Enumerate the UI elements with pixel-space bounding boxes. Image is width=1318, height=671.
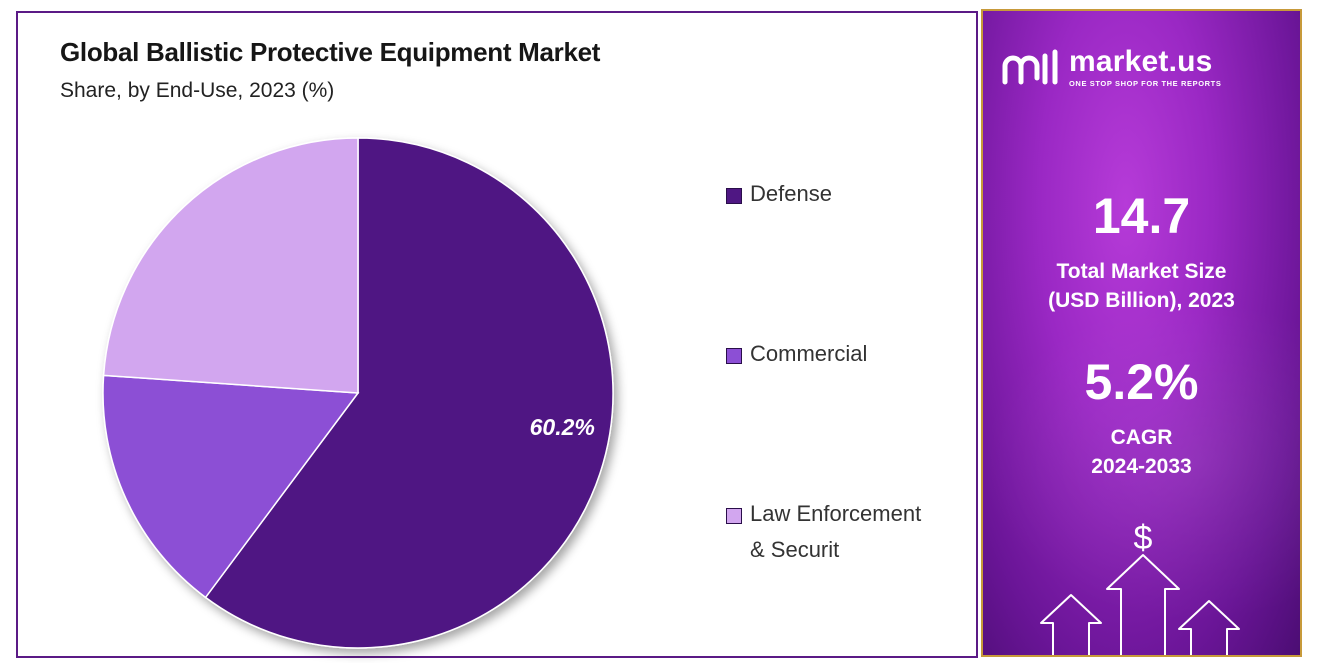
chart-title: Global Ballistic Protective Equipment Ma…	[60, 37, 601, 67]
market-us-logo: market.us ONE STOP SHOP FOR THE REPORTS	[1001, 47, 1221, 88]
market-size-label: Total Market Size (USD Billion), 2023	[983, 257, 1300, 315]
cagr-value: 5.2%	[1084, 354, 1199, 410]
growth-arrows-icon: $	[1040, 519, 1240, 655]
logo-name: market.us	[1069, 45, 1213, 78]
legend-item-commercial: Commercial	[726, 341, 976, 372]
pie-slice-defense	[204, 137, 614, 649]
pie-chart: 60.2%	[102, 137, 614, 649]
summary-panel: market.us ONE STOP SHOP FOR THE REPORTS …	[981, 9, 1302, 657]
market-size-label-line2: (USD Billion), 2023	[1048, 289, 1235, 312]
legend-swatch-law-enforcement	[726, 508, 742, 524]
dollar-icon: $	[1134, 519, 1153, 557]
cagr-label: CAGR 2024-2033	[983, 423, 1300, 481]
chart-subtitle: Share, by End-Use, 2023 (%)	[60, 79, 335, 102]
legend-item-defense: Defense	[726, 181, 976, 212]
market-size-label-line1: Total Market Size	[1056, 260, 1227, 283]
market-us-logo-icon	[1002, 49, 1058, 84]
legend-label-law-enforcement-line2: & Securit	[750, 537, 840, 562]
market-size-value: 14.7	[1092, 188, 1191, 244]
pie-slice-commercial	[102, 374, 360, 599]
legend-swatch-commercial	[726, 348, 742, 364]
legend-swatch-defense	[726, 188, 742, 204]
legend-label-commercial: Commercial	[750, 341, 868, 366]
legend-label-defense: Defense	[750, 181, 832, 206]
logo-tagline: ONE STOP SHOP FOR THE REPORTS	[1069, 79, 1222, 88]
legend-label-law-enforcement-line1: Law Enforcement	[750, 501, 922, 526]
cagr-label-line2: 2024-2033	[1091, 455, 1192, 478]
legend-item-law-enforcement: Law Enforcement & Securit	[726, 501, 976, 568]
legend-label-law-enforcement: Law Enforcement & Securit	[750, 496, 921, 568]
chart-panel: Global Ballistic Protective Equipment Ma…	[16, 11, 978, 658]
pie-data-label: 60.2%	[530, 414, 595, 440]
pie-slice-law-enforcement-securit	[102, 137, 359, 394]
cagr-label-line1: CAGR	[1110, 426, 1173, 449]
